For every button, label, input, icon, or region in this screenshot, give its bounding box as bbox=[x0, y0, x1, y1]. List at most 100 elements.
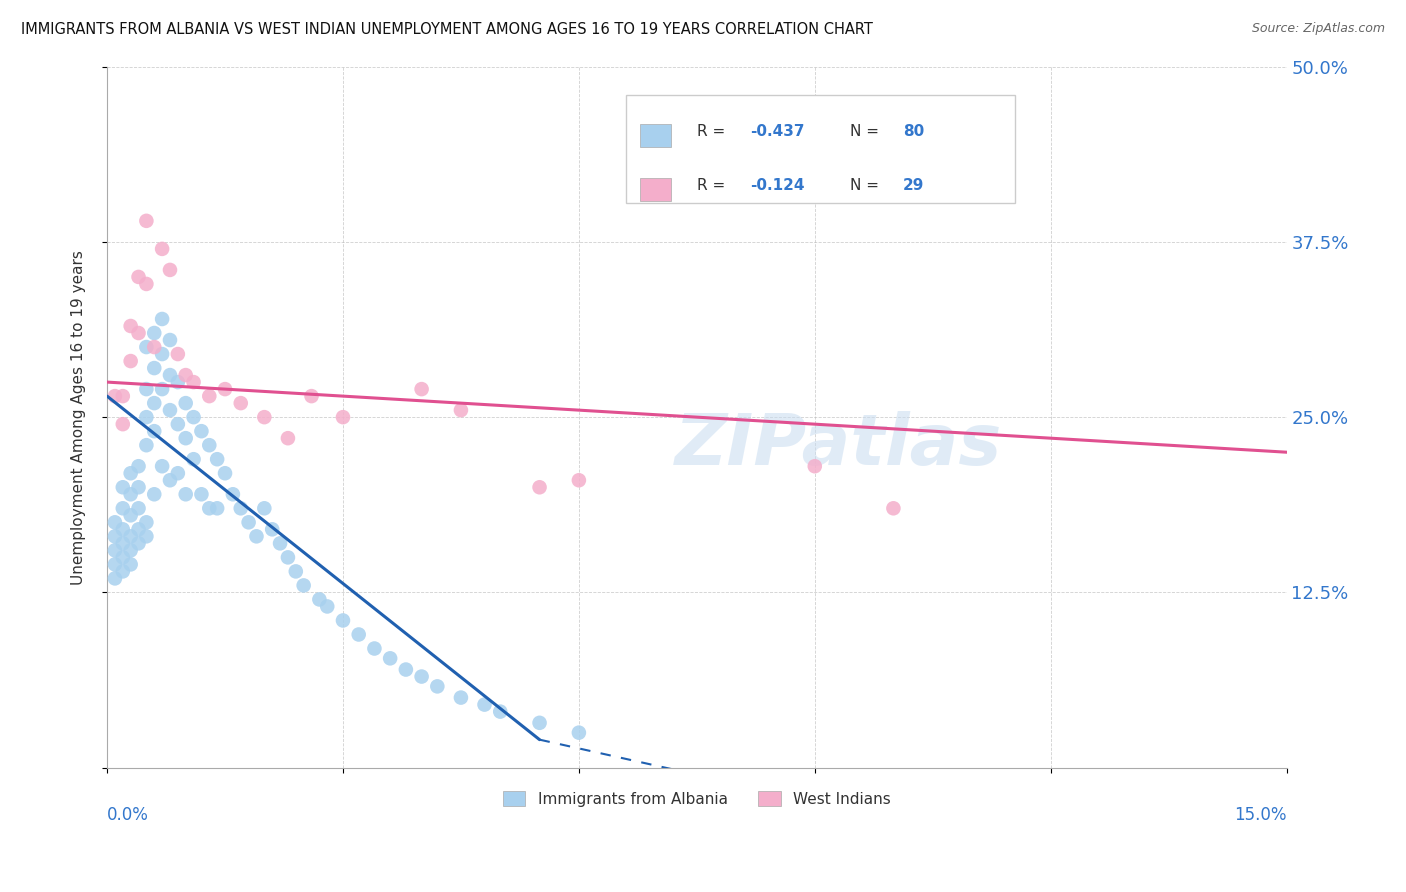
Point bbox=[143, 340, 166, 354]
Point bbox=[174, 368, 197, 382]
Point bbox=[308, 592, 330, 607]
Point bbox=[332, 614, 354, 628]
Point bbox=[174, 487, 197, 501]
Point bbox=[568, 473, 591, 487]
Point bbox=[183, 410, 205, 425]
Point bbox=[135, 340, 157, 354]
Point bbox=[104, 571, 127, 585]
Point bbox=[150, 312, 173, 326]
Point bbox=[111, 480, 134, 494]
Point bbox=[166, 375, 188, 389]
Point bbox=[262, 522, 284, 536]
Text: 29: 29 bbox=[903, 178, 925, 194]
Point bbox=[104, 516, 127, 530]
Point bbox=[143, 424, 166, 438]
Point bbox=[128, 501, 150, 516]
Text: Source: ZipAtlas.com: Source: ZipAtlas.com bbox=[1251, 22, 1385, 36]
FancyBboxPatch shape bbox=[626, 95, 1015, 203]
Point bbox=[166, 467, 188, 481]
Point bbox=[166, 347, 188, 361]
Point bbox=[378, 651, 401, 665]
Text: R =: R = bbox=[697, 124, 730, 139]
Point bbox=[111, 565, 134, 579]
Point bbox=[135, 277, 157, 291]
Point bbox=[159, 333, 181, 347]
Point bbox=[347, 627, 370, 641]
Text: ZIPatlas: ZIPatlas bbox=[675, 410, 1002, 480]
Point bbox=[529, 715, 551, 730]
Point bbox=[120, 558, 142, 572]
Point bbox=[316, 599, 339, 614]
Point bbox=[135, 382, 157, 396]
Text: N =: N = bbox=[851, 124, 884, 139]
Point bbox=[143, 487, 166, 501]
Point bbox=[111, 522, 134, 536]
Point bbox=[411, 382, 433, 396]
Point bbox=[128, 536, 150, 550]
Point bbox=[568, 725, 591, 739]
Point bbox=[120, 543, 142, 558]
Point bbox=[128, 326, 150, 340]
Point bbox=[111, 501, 134, 516]
Point bbox=[120, 508, 142, 523]
Point bbox=[214, 382, 236, 396]
Point bbox=[135, 438, 157, 452]
Point bbox=[245, 529, 267, 543]
Point bbox=[120, 487, 142, 501]
Point bbox=[159, 368, 181, 382]
Point bbox=[332, 410, 354, 425]
Point bbox=[277, 431, 299, 445]
Point bbox=[111, 536, 134, 550]
Point bbox=[135, 410, 157, 425]
Point bbox=[120, 318, 142, 333]
Legend: Immigrants from Albania, West Indians: Immigrants from Albania, West Indians bbox=[496, 784, 897, 813]
Point bbox=[111, 417, 134, 432]
Point bbox=[253, 501, 276, 516]
Point bbox=[292, 578, 315, 592]
Point bbox=[411, 669, 433, 683]
Point bbox=[222, 487, 245, 501]
FancyBboxPatch shape bbox=[640, 124, 671, 147]
Point bbox=[198, 389, 221, 403]
Point bbox=[190, 424, 212, 438]
Text: IMMIGRANTS FROM ALBANIA VS WEST INDIAN UNEMPLOYMENT AMONG AGES 16 TO 19 YEARS CO: IMMIGRANTS FROM ALBANIA VS WEST INDIAN U… bbox=[21, 22, 873, 37]
Point bbox=[143, 326, 166, 340]
Text: 0.0%: 0.0% bbox=[107, 806, 149, 824]
Point bbox=[120, 354, 142, 368]
Point bbox=[120, 529, 142, 543]
Point bbox=[174, 431, 197, 445]
Point bbox=[166, 417, 188, 432]
Point bbox=[450, 403, 472, 417]
Text: -0.124: -0.124 bbox=[749, 178, 804, 194]
Point bbox=[128, 459, 150, 474]
Point bbox=[104, 558, 127, 572]
Point bbox=[135, 214, 157, 228]
Point bbox=[489, 705, 512, 719]
Point bbox=[205, 501, 228, 516]
Point bbox=[159, 403, 181, 417]
Point bbox=[104, 529, 127, 543]
Point bbox=[277, 550, 299, 565]
Point bbox=[143, 396, 166, 410]
Point bbox=[214, 467, 236, 481]
Point bbox=[450, 690, 472, 705]
Point bbox=[882, 501, 904, 516]
FancyBboxPatch shape bbox=[640, 178, 671, 202]
Point bbox=[426, 679, 449, 693]
Point bbox=[159, 473, 181, 487]
Text: 80: 80 bbox=[903, 124, 925, 139]
Point bbox=[128, 522, 150, 536]
Text: N =: N = bbox=[851, 178, 884, 194]
Point bbox=[111, 389, 134, 403]
Point bbox=[363, 641, 385, 656]
Point bbox=[104, 543, 127, 558]
Point bbox=[205, 452, 228, 467]
Point bbox=[229, 396, 252, 410]
Point bbox=[183, 375, 205, 389]
Point bbox=[135, 529, 157, 543]
Point bbox=[238, 516, 260, 530]
Point bbox=[159, 263, 181, 277]
Point bbox=[284, 565, 307, 579]
Point bbox=[120, 467, 142, 481]
Point bbox=[190, 487, 212, 501]
